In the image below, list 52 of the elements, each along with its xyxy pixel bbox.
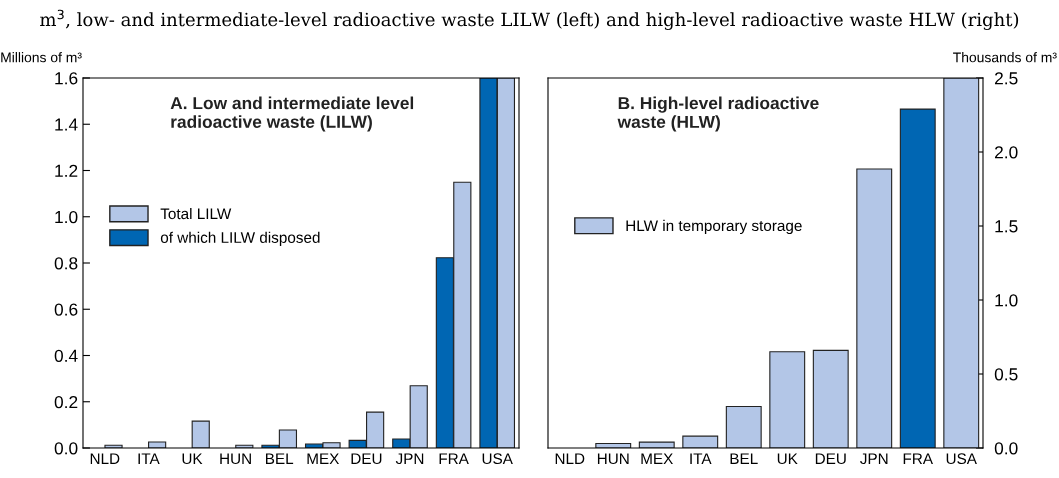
bar [856, 168, 893, 448]
y2-tick-label: 0.0 [994, 442, 1018, 455]
y-tick-label: 1.4 [55, 118, 78, 131]
y2-tick-label: 1.5 [995, 220, 1018, 233]
x-tick-label: HUN [220, 453, 251, 465]
y-tick-label: 0.4 [54, 349, 78, 362]
x-tick-label: NLD [90, 453, 120, 464]
x-tick-label: DEU [815, 453, 846, 465]
x-tick-label: NLD [555, 453, 585, 464]
y-tick-label: 1.0 [55, 210, 78, 224]
bar [769, 351, 806, 448]
x-tick-label: JPN [860, 453, 888, 465]
y-tick-label: 1.2 [55, 164, 78, 177]
x-tick-label: BEL [730, 453, 758, 464]
y2-tick-label: 2.5 [994, 72, 1018, 85]
bar [899, 108, 936, 448]
x-tick-label: ITA [690, 453, 712, 464]
y-tick-label: 1.6 [55, 72, 78, 85]
text: B. High-level radioactive waste (HLW) [617, 96, 819, 132]
bar [638, 441, 675, 448]
x-tick-label: DEU [351, 453, 382, 465]
x-tick-label: USA [946, 453, 977, 465]
x-tick-label: MEX [307, 453, 340, 464]
text: A. Low and intermediate level radioactive waste (LILW) [170, 96, 414, 132]
y-axis-title: Millions of m³ [1, 52, 82, 63]
y2-tick-label: 0.5 [994, 368, 1018, 381]
y-tick-label: 0.2 [54, 395, 78, 409]
x-tick-label: FRA [439, 453, 469, 464]
chart-subtitle: m$^{3}$, low- and intermediate-level radioactive waste LILW (left) and high-level radioactive waste HLW (right) [40, 9, 1019, 31]
bar [725, 406, 762, 448]
y2-tick-label: 2.0 [994, 146, 1018, 159]
bar [148, 441, 167, 448]
legend-label: HLW in temporary storage [626, 219, 802, 235]
x-tick-label: JPN [395, 453, 424, 465]
x-tick-label: ITA [138, 453, 160, 464]
bar [191, 420, 210, 448]
x-tick-label: UK [182, 453, 203, 465]
y-tick-label: 0.6 [54, 303, 78, 316]
x-tick-label: MEX [641, 453, 673, 464]
legend-label: of which LILW disposed [160, 231, 320, 246]
y2-tick-label: 1.0 [995, 294, 1018, 307]
y-tick-label: 0.8 [54, 257, 78, 270]
y-tick-label: 0.0 [54, 442, 78, 455]
x-tick-label: FRA [903, 453, 933, 464]
x-tick-label: HUN [597, 453, 629, 465]
bar [812, 349, 849, 448]
x-tick-label: UK [777, 453, 798, 465]
x-tick-label: USA [482, 453, 513, 465]
x-tick-label: BEL [266, 453, 294, 464]
y2-axis-title: Thousands of m³ [953, 52, 1057, 63]
bar [943, 78, 980, 448]
legend-label: Total LILW [160, 207, 232, 220]
